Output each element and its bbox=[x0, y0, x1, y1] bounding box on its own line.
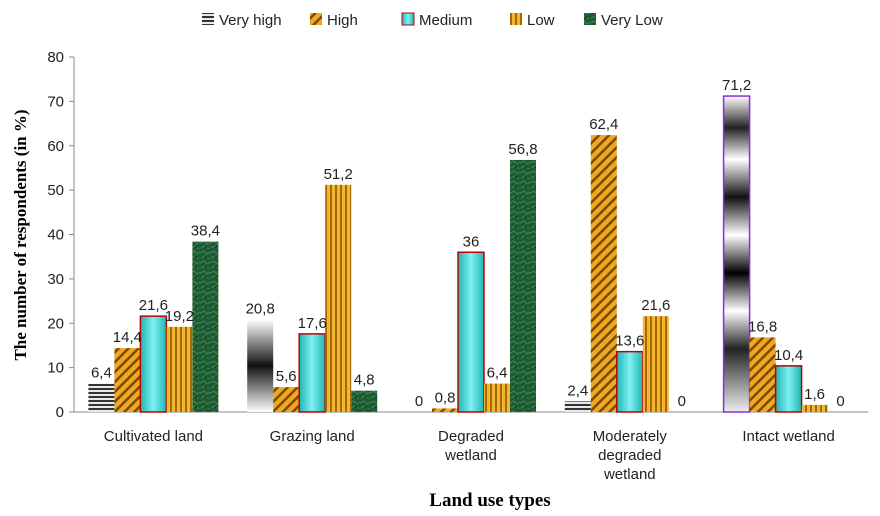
y-axis-ticks: 0 10 20 30 40 50 60 70 80 bbox=[47, 49, 74, 421]
bar-very-low bbox=[351, 390, 378, 412]
bar-medium bbox=[457, 251, 485, 413]
data-label: 0 bbox=[836, 393, 844, 410]
y-axis-title: The number of respondents (in %) bbox=[11, 109, 30, 360]
legend-swatch-very-high bbox=[202, 13, 214, 25]
y-tick-label: 60 bbox=[47, 138, 64, 155]
data-label: 10,4 bbox=[774, 347, 803, 364]
data-label: 0 bbox=[415, 393, 423, 410]
legend-label: Very Low bbox=[601, 12, 663, 29]
bar-medium bbox=[616, 350, 644, 413]
bar-very-high bbox=[564, 401, 591, 412]
data-label: 38,4 bbox=[191, 223, 220, 240]
y-tick-label: 0 bbox=[56, 404, 64, 421]
category-label: Cultivated land bbox=[104, 428, 203, 445]
bar-medium bbox=[298, 333, 326, 413]
data-label: 6,4 bbox=[487, 365, 508, 382]
data-label: 0 bbox=[678, 393, 686, 410]
data-label: 62,4 bbox=[589, 116, 618, 133]
bar-high bbox=[114, 348, 141, 412]
data-label: 13,6 bbox=[615, 333, 644, 350]
data-label: 16,8 bbox=[748, 318, 777, 335]
y-tick-label: 40 bbox=[47, 227, 64, 244]
data-label: 0,8 bbox=[435, 389, 456, 406]
legend-label: High bbox=[327, 12, 358, 29]
bar-very-high bbox=[722, 95, 751, 413]
data-label: 17,6 bbox=[298, 315, 327, 332]
bar-low bbox=[801, 404, 828, 412]
data-label: 71,2 bbox=[722, 77, 751, 94]
category-labels: Cultivated land Grazing land Degraded wetla… bbox=[104, 428, 835, 483]
category-label: Grazing land bbox=[270, 428, 355, 445]
legend-label: Low bbox=[527, 12, 555, 29]
data-label: 56,8 bbox=[508, 141, 537, 158]
legend-swatch-very-low bbox=[584, 13, 596, 25]
y-tick-label: 80 bbox=[47, 49, 64, 66]
bar-very-low bbox=[510, 159, 536, 412]
bar-medium bbox=[774, 365, 803, 413]
data-label: 5,6 bbox=[276, 368, 297, 385]
category-label: wetland bbox=[444, 447, 497, 464]
data-label: 2,4 bbox=[567, 382, 588, 399]
bar-high bbox=[749, 337, 776, 412]
bars bbox=[88, 95, 828, 413]
bar-very-low bbox=[192, 241, 219, 412]
data-label: 4,8 bbox=[354, 372, 375, 389]
data-labels: 6,414,421,619,238,420,85,617,651,24,80 0,… bbox=[91, 77, 845, 410]
category-label: Intact wetland bbox=[742, 428, 835, 445]
bar-high bbox=[273, 387, 300, 412]
data-label: 1,6 bbox=[804, 386, 825, 403]
category-label: degraded bbox=[598, 447, 661, 464]
y-tick-label: 70 bbox=[47, 93, 64, 110]
bar-medium bbox=[139, 315, 168, 413]
bar-low bbox=[325, 184, 352, 412]
category-label: Moderately bbox=[593, 428, 668, 445]
data-label: 21,6 bbox=[641, 297, 670, 314]
x-axis-title: Land use types bbox=[429, 490, 550, 511]
bar-low bbox=[166, 326, 193, 412]
category-label: wetland bbox=[603, 466, 656, 483]
data-label: 36 bbox=[463, 233, 480, 250]
data-label: 14,4 bbox=[113, 329, 142, 346]
y-tick-label: 20 bbox=[47, 315, 64, 332]
legend-swatch-low bbox=[510, 13, 522, 25]
legend-swatch-high bbox=[310, 13, 322, 25]
legend-swatch-medium bbox=[401, 12, 415, 26]
data-label: 6,4 bbox=[91, 365, 112, 382]
data-label: 19,2 bbox=[165, 308, 194, 325]
bar-very-high bbox=[88, 383, 115, 412]
y-tick-label: 10 bbox=[47, 360, 64, 377]
y-tick-label: 30 bbox=[47, 271, 64, 288]
bar-high bbox=[590, 135, 617, 412]
category-label: Degraded bbox=[438, 428, 504, 445]
legend-label: Very high bbox=[219, 12, 282, 29]
bar-low bbox=[484, 383, 510, 412]
y-tick-label: 50 bbox=[47, 182, 64, 199]
bar-very-high bbox=[247, 319, 274, 412]
data-label: 20,8 bbox=[246, 301, 275, 318]
data-label: 51,2 bbox=[324, 166, 353, 183]
legend: Very high High Medium Low Very Low bbox=[202, 12, 663, 29]
data-label: 21,6 bbox=[139, 297, 168, 314]
bar-low bbox=[642, 316, 669, 412]
legend-label: Medium bbox=[419, 12, 472, 29]
bar-high bbox=[432, 408, 458, 412]
